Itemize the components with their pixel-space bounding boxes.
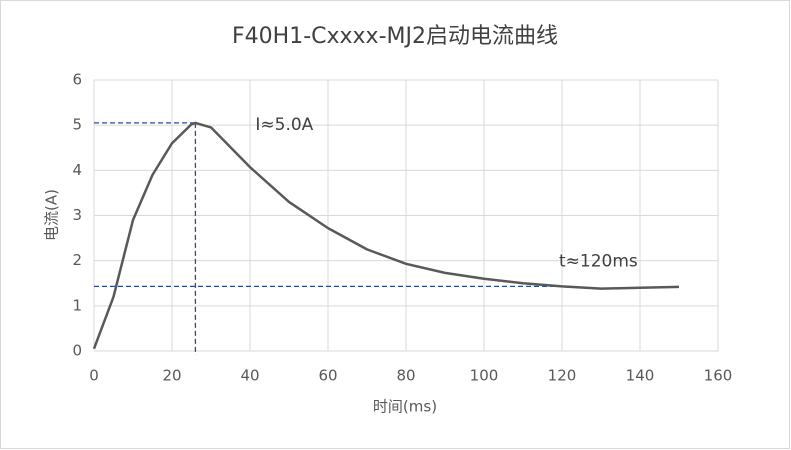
x-tick-label: 140 [626,367,655,385]
annotation: t≈120ms [559,251,638,271]
x-axis-label: 时间(ms) [373,398,437,416]
y-tick-label: 4 [72,161,82,179]
x-tick-label: 40 [240,367,259,385]
y-tick-label: 5 [72,116,82,134]
annotation: I≈5.0A [255,115,313,135]
chart-title: F40H1-Cxxxx-MJ2启动电流曲线 [232,24,558,49]
y-tick-label: 6 [72,71,82,89]
x-tick-label: 20 [162,367,181,385]
x-tick-label: 160 [704,367,733,385]
y-axis-label: 电流(A) [43,189,61,241]
y-tick-label: 3 [72,206,82,224]
x-tick-label: 120 [548,367,577,385]
x-tick-label: 60 [318,367,337,385]
x-tick-label: 80 [396,367,415,385]
y-tick-label: 0 [72,342,82,360]
x-tick-label: 0 [89,367,99,385]
y-tick-label: 1 [72,296,82,314]
y-tick-label: 2 [72,251,82,269]
data-line [92,121,680,350]
x-tick-label: 100 [470,367,499,385]
